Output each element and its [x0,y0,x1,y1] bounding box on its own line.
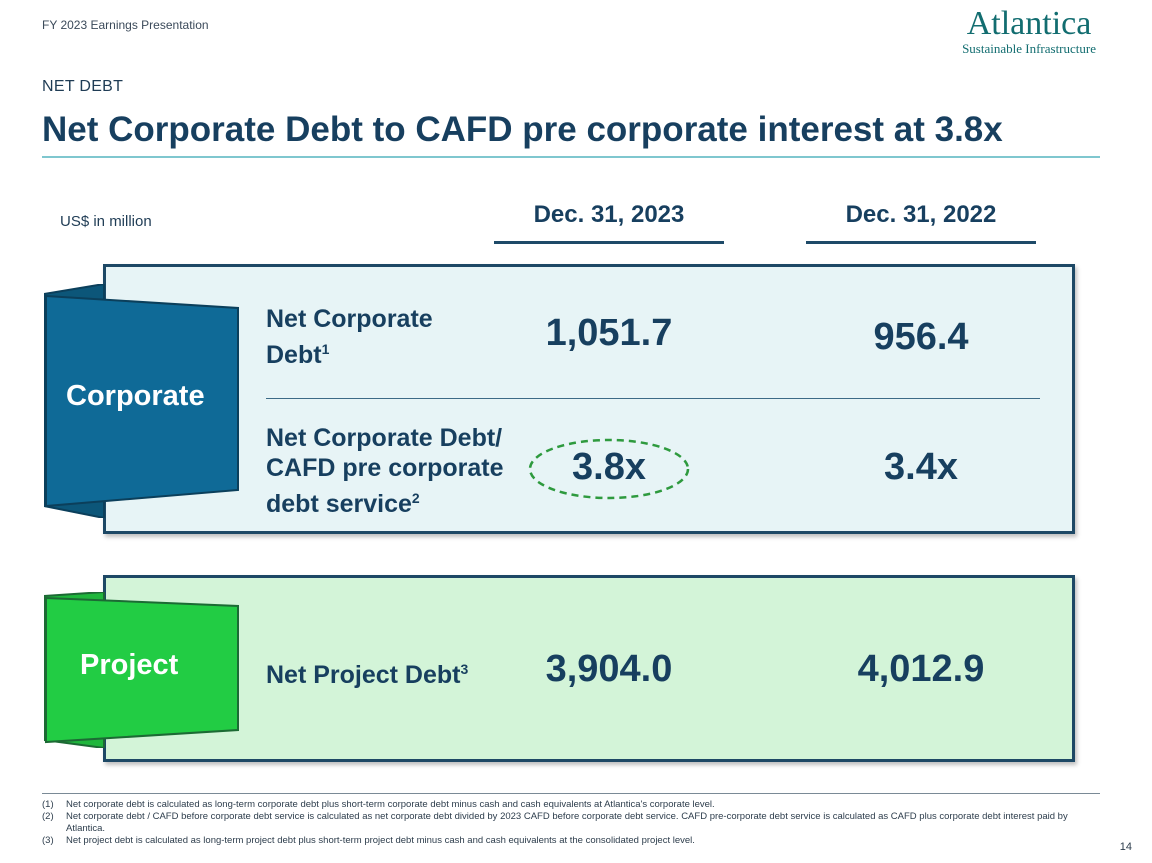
footnote-1-number: (1) [42,799,54,810]
footnotes: (1) Net corporate debt is calculated as … [42,799,1100,847]
net-corporate-debt-label: Net Corporate Debt1 [266,304,506,370]
footnote-3: (3) Net project debt is calculated as lo… [42,835,1100,847]
footnote-ref-2: 2 [411,490,420,506]
footnote-divider [42,793,1100,794]
company-logo: Atlantica Sustainable Infrastructure [962,6,1096,56]
corporate-panel [103,264,1075,534]
footnote-2-number: (2) [42,811,54,822]
leverage-ratio-2023: 3.8x [572,446,646,488]
leverage-label-line-2: CAFD pre corporate [266,454,504,482]
presentation-title: FY 2023 Earnings Presentation [42,18,209,32]
footnote-1-text: Net corporate debt is calculated as long… [66,799,715,810]
project-panel [103,575,1075,762]
net-project-debt-label-text: Net Project Debt [266,661,461,689]
footnote-3-text: Net project debt is calculated as long-t… [66,835,695,846]
column-header-2023: Dec. 31, 2023 [533,201,685,228]
corporate-ribbon-shape [44,284,239,518]
leverage-label-line-1: Net Corporate Debt/ [266,424,503,452]
corporate-ribbon: Corporate [44,284,240,518]
project-ribbon-label: Project [80,649,179,681]
footnote-2-text: Net corporate debt / CAFD before corpora… [66,811,1068,834]
title-underline [42,156,1100,158]
footnote-ref-3: 3 [460,661,469,677]
page-number: 14 [1119,841,1132,853]
logo-tagline: Sustainable Infrastructure [962,41,1096,56]
leverage-ratio-2022: 3.4x [884,446,958,488]
net-corporate-debt-2023: 1,051.7 [545,312,673,354]
project-ribbon: Project [44,592,240,748]
footnote-1: (1) Net corporate debt is calculated as … [42,799,1100,811]
slide-title: Net Corporate Debt to CAFD pre corporate… [42,110,1003,149]
footnote-2: (2) Net corporate debt / CAFD before cor… [42,811,1100,835]
net-corporate-debt-label-text: Net Corporate Debt1 [266,305,433,369]
net-corporate-debt-2022: 956.4 [873,316,969,358]
leverage-label-line-3: debt service2 [266,483,526,519]
corporate-row-divider [266,398,1040,399]
column-underline-2022 [806,241,1036,244]
net-project-debt-2023: 3,904.0 [545,648,673,690]
footnote-ref-1: 1 [321,341,330,357]
leverage-label-line-3-text: debt service [266,490,412,518]
logo-wordmark: Atlantica [966,5,1092,42]
column-header-2022: Dec. 31, 2022 [845,201,997,228]
net-project-debt-2022: 4,012.9 [857,648,985,690]
column-underline-2023 [494,241,724,244]
footnote-3-number: (3) [42,835,54,846]
net-project-debt-label: Net Project Debt3 [266,654,526,690]
units-note: US$ in million [60,213,152,230]
section-label: NET DEBT [42,78,124,95]
project-ribbon-shape [44,592,239,748]
corporate-ribbon-label: Corporate [66,380,205,412]
highlight-ellipse [528,438,690,500]
leverage-ratio-label: Net Corporate Debt/ CAFD pre corporate d… [266,423,526,519]
